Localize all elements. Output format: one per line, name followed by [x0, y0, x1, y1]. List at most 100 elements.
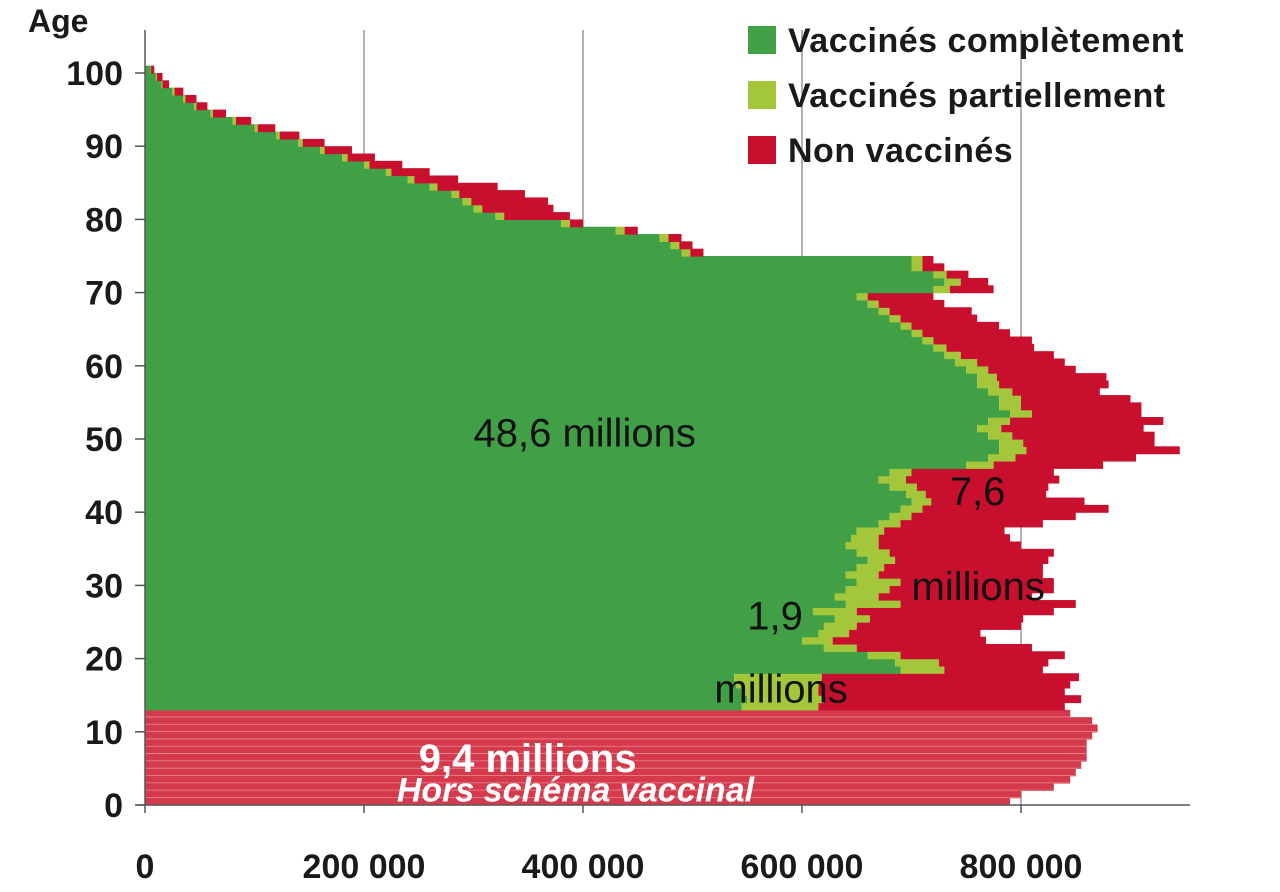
bar-unvaccinated — [174, 87, 184, 96]
bar-unvaccinated — [504, 212, 570, 220]
bar-complete — [145, 665, 901, 674]
bar-partial — [736, 680, 819, 689]
bar-partial — [194, 102, 197, 111]
legend-swatch — [748, 26, 776, 54]
bar-complete — [145, 138, 299, 147]
bar-complete — [145, 307, 879, 316]
bar-partial — [933, 343, 947, 352]
bar-hors-schema — [145, 753, 1087, 762]
bar-partial — [615, 226, 625, 235]
bar-unvaccinated — [960, 277, 989, 286]
bar-unvaccinated — [823, 695, 1082, 704]
bar-partial — [232, 116, 236, 125]
bar-unvaccinated — [900, 578, 1054, 586]
y-tick-label: 0 — [104, 787, 123, 825]
bar-partial — [451, 190, 460, 199]
bar-complete — [145, 124, 255, 133]
bar-complete — [145, 585, 846, 594]
annotation-label: 7,6 — [950, 470, 1006, 514]
bar-complete — [145, 102, 195, 111]
bar-unvaccinated — [157, 73, 163, 81]
bar-unvaccinated — [212, 109, 227, 118]
bar-unvaccinated — [999, 380, 1109, 389]
bar-unvaccinated — [391, 168, 430, 177]
y-tick-label: 80 — [85, 201, 123, 239]
bars — [145, 65, 1180, 806]
bar-partial — [161, 80, 163, 89]
bar-partial — [999, 439, 1024, 447]
bar-complete — [145, 146, 321, 155]
bar-unvaccinated — [889, 548, 1054, 557]
bar-unvaccinated — [922, 263, 945, 272]
bar-partial — [254, 124, 258, 133]
bar-unvaccinated — [869, 614, 1024, 623]
bar-complete — [145, 395, 1000, 403]
bar-complete — [145, 321, 901, 330]
y-tick-label: 40 — [85, 494, 123, 532]
bar-partial — [867, 556, 896, 565]
bar-partial — [670, 241, 680, 250]
bar-partial — [906, 490, 926, 499]
bar-unvaccinated — [856, 643, 1032, 652]
y-tick-label: 50 — [85, 421, 123, 459]
bar-complete — [145, 519, 879, 528]
bar-complete — [145, 504, 901, 513]
bar-unvaccinated — [922, 504, 1109, 513]
y-tick-label: 10 — [85, 714, 123, 752]
bar-partial — [856, 292, 868, 301]
bar-unvaccinated — [960, 351, 1054, 360]
bar-partial — [878, 307, 890, 316]
bar-unvaccinated — [1026, 446, 1180, 455]
annotation-label: 48,6 millions — [474, 411, 696, 455]
bar-partial — [429, 182, 438, 191]
bar-partial — [900, 504, 923, 513]
bar-unvaccinated — [884, 526, 1005, 535]
bar-unvaccinated — [196, 102, 208, 111]
x-tick-label: 400 000 — [522, 848, 645, 886]
bar-hors-schema — [145, 775, 1071, 784]
bar-complete — [145, 460, 967, 469]
bar-complete — [145, 212, 496, 220]
bar-partial — [183, 94, 186, 103]
y-tick-label: 100 — [66, 55, 123, 93]
bar-hors-schema — [145, 731, 1093, 740]
y-tick-label: 70 — [85, 275, 123, 313]
bar-unvaccinated — [818, 702, 1065, 711]
bar-unvaccinated — [933, 336, 1032, 345]
bar-unvaccinated — [832, 636, 986, 645]
bar-unvaccinated — [944, 665, 1043, 674]
bar-unvaccinated — [459, 190, 525, 199]
annotation-label: Hors schéma vaccinal — [397, 771, 756, 809]
bar-complete — [145, 131, 277, 140]
bar-partial — [155, 73, 158, 81]
bar-unvaccinated — [911, 512, 1076, 521]
bar-unvaccinated — [867, 292, 934, 301]
bar-complete — [145, 439, 1000, 447]
bar-unvaccinated — [931, 497, 1085, 506]
bar-partial — [845, 570, 879, 579]
bar-partial — [867, 299, 879, 308]
bar-partial — [988, 453, 1016, 462]
bar-unvaccinated — [1023, 439, 1155, 447]
bar-complete — [145, 373, 978, 382]
bar-unvaccinated — [668, 234, 682, 242]
bar-complete — [145, 248, 682, 257]
bar-partial — [561, 219, 570, 228]
bar-complete — [145, 556, 868, 565]
bar-partial — [944, 351, 961, 360]
bar-complete — [145, 431, 989, 440]
bar-complete — [145, 607, 813, 616]
bar-partial — [944, 277, 961, 286]
bar-unvaccinated — [878, 570, 1043, 579]
y-tick-label: 90 — [85, 128, 123, 166]
bar-unvaccinated — [302, 138, 325, 147]
bar-unvaccinated — [949, 285, 994, 294]
bar-complete — [145, 402, 1000, 411]
bar-partial — [342, 153, 348, 162]
bar-partial — [889, 468, 912, 477]
bar-unvaccinated — [818, 680, 1071, 689]
bar-partial — [473, 204, 483, 213]
bar-unvaccinated — [1001, 424, 1144, 433]
bar-partial — [845, 585, 890, 594]
bar-complete — [145, 241, 671, 250]
